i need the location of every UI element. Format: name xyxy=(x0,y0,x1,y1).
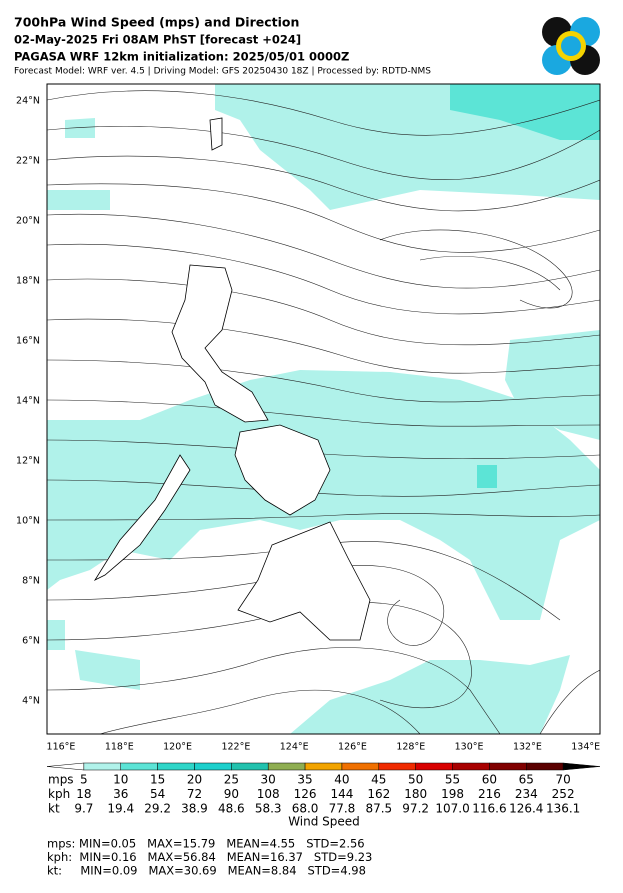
colorbar-value: 60 xyxy=(482,773,497,787)
lat-label: 12°N xyxy=(16,456,40,467)
lat-label: 20°N xyxy=(16,216,40,227)
colorbar-segment xyxy=(304,762,343,771)
colorbar-value: 40 xyxy=(334,773,349,787)
valid-time: 02-May-2025 Fri 08AM PhST [forecast +024… xyxy=(14,33,301,47)
lat-label: 6°N xyxy=(22,636,40,647)
colorbar-value: 234 xyxy=(515,787,538,801)
lat-label: 16°N xyxy=(16,336,40,347)
unit-label: kt xyxy=(48,802,60,816)
stats-line: kph: MIN=0.16 MAX=56.84 MEAN=16.37 STD=9… xyxy=(47,850,372,864)
colorbar-value: 45 xyxy=(371,773,386,787)
colorbar-segment xyxy=(267,762,306,771)
colorbar-segment xyxy=(46,762,85,771)
coastlines xyxy=(93,117,371,641)
colorbar-value: 136.1 xyxy=(546,802,580,816)
colorbar-segment xyxy=(231,762,269,771)
colorbar-value: 54 xyxy=(150,787,165,801)
colorbar-value: 108 xyxy=(257,787,280,801)
colorbar-value: 87.5 xyxy=(365,802,392,816)
colorbar-value: 77.8 xyxy=(329,802,356,816)
colorbar-segment xyxy=(452,762,490,771)
lat-label: 10°N xyxy=(16,516,40,527)
colorbar-label: Wind Speed xyxy=(288,815,360,829)
colorbar-value: 5 xyxy=(80,773,88,787)
colorbar-value: 72 xyxy=(187,787,202,801)
streamlines xyxy=(47,90,600,734)
stats-line: kt: MIN=0.09 MAX=30.69 MEAN=8.84 STD=4.9… xyxy=(47,864,366,878)
map xyxy=(46,83,601,735)
colorbar-segment xyxy=(120,762,158,771)
title: 700hPa Wind Speed (mps) and Direction xyxy=(14,15,299,30)
lon-label: 132°E xyxy=(513,742,542,753)
lon-label: 134°E xyxy=(571,742,600,753)
colorbar-value: 180 xyxy=(404,787,427,801)
lon-label: 122°E xyxy=(221,742,250,753)
colorbar-value: 58.3 xyxy=(255,802,282,816)
lon-label: 128°E xyxy=(396,742,425,753)
stats-line: mps: MIN=0.05 MAX=15.79 MEAN=4.55 STD=2.… xyxy=(47,837,365,851)
colorbar-value: 36 xyxy=(113,787,128,801)
colorbar-value: 162 xyxy=(367,787,390,801)
colorbar-value: 198 xyxy=(441,787,464,801)
colorbar-segment xyxy=(83,762,121,771)
init-time: PAGASA WRF 12km initialization: 2025/05/… xyxy=(14,50,349,64)
unit-label: kph xyxy=(48,787,70,801)
lat-label: 8°N xyxy=(22,576,40,587)
colorbar-value: 126.4 xyxy=(509,802,543,816)
lon-label: 126°E xyxy=(338,742,367,753)
colorbar-value: 216 xyxy=(478,787,501,801)
colorbar-value: 97.2 xyxy=(402,802,429,816)
colorbar-value: 252 xyxy=(552,787,575,801)
lon-label: 120°E xyxy=(163,742,192,753)
colorbar-value: 25 xyxy=(224,773,239,787)
colorbar-value: 20 xyxy=(187,773,202,787)
colorbar-segment xyxy=(415,762,453,771)
colorbar-value: 144 xyxy=(330,787,353,801)
colorbar-value: 50 xyxy=(408,773,423,787)
lon-label: 124°E xyxy=(280,742,309,753)
colorbar-value: 19.4 xyxy=(107,802,134,816)
colorbar-value: 90 xyxy=(224,787,239,801)
colorbar-value: 18 xyxy=(76,787,91,801)
unit-label: mps xyxy=(48,773,74,787)
lat-label: 18°N xyxy=(16,276,40,287)
colorbar-segment xyxy=(378,762,416,771)
colorbar-value: 35 xyxy=(297,773,312,787)
colorbar-value: 10 xyxy=(113,773,128,787)
colorbar-value: 9.7 xyxy=(74,802,93,816)
wind-shading xyxy=(47,84,600,734)
colorbar-value: 48.6 xyxy=(218,802,245,816)
lat-label: 4°N xyxy=(22,696,40,707)
colorbar-value: 68.0 xyxy=(292,802,319,816)
colorbar-segment xyxy=(341,762,380,771)
colorbar-segment xyxy=(157,762,195,771)
colorbar-value: 30 xyxy=(261,773,276,787)
colorbar-segment xyxy=(489,762,527,771)
source: Forecast Model: WRF ver. 4.5 | Driving M… xyxy=(14,67,431,77)
colorbar-value: 116.6 xyxy=(472,802,506,816)
lat-label: 22°N xyxy=(16,156,40,167)
colorbar-value: 70 xyxy=(555,773,570,787)
colorbar-segment xyxy=(562,762,601,771)
lon-label: 130°E xyxy=(455,742,484,753)
lon-label: 116°E xyxy=(47,742,76,753)
logo xyxy=(542,17,600,75)
lon-label: 118°E xyxy=(105,742,134,753)
lat-label: 14°N xyxy=(16,396,40,407)
colorbar-value: 55 xyxy=(445,773,460,787)
colorbar-value: 65 xyxy=(519,773,534,787)
colorbar-value: 29.2 xyxy=(144,802,171,816)
colorbar-value: 107.0 xyxy=(435,802,469,816)
colorbar-value: 126 xyxy=(294,787,317,801)
colorbar-value: 38.9 xyxy=(181,802,208,816)
lat-label: 24°N xyxy=(16,96,40,107)
colorbar-segment xyxy=(194,762,232,771)
colorbar-segment xyxy=(526,762,564,771)
colorbar-value: 15 xyxy=(150,773,165,787)
